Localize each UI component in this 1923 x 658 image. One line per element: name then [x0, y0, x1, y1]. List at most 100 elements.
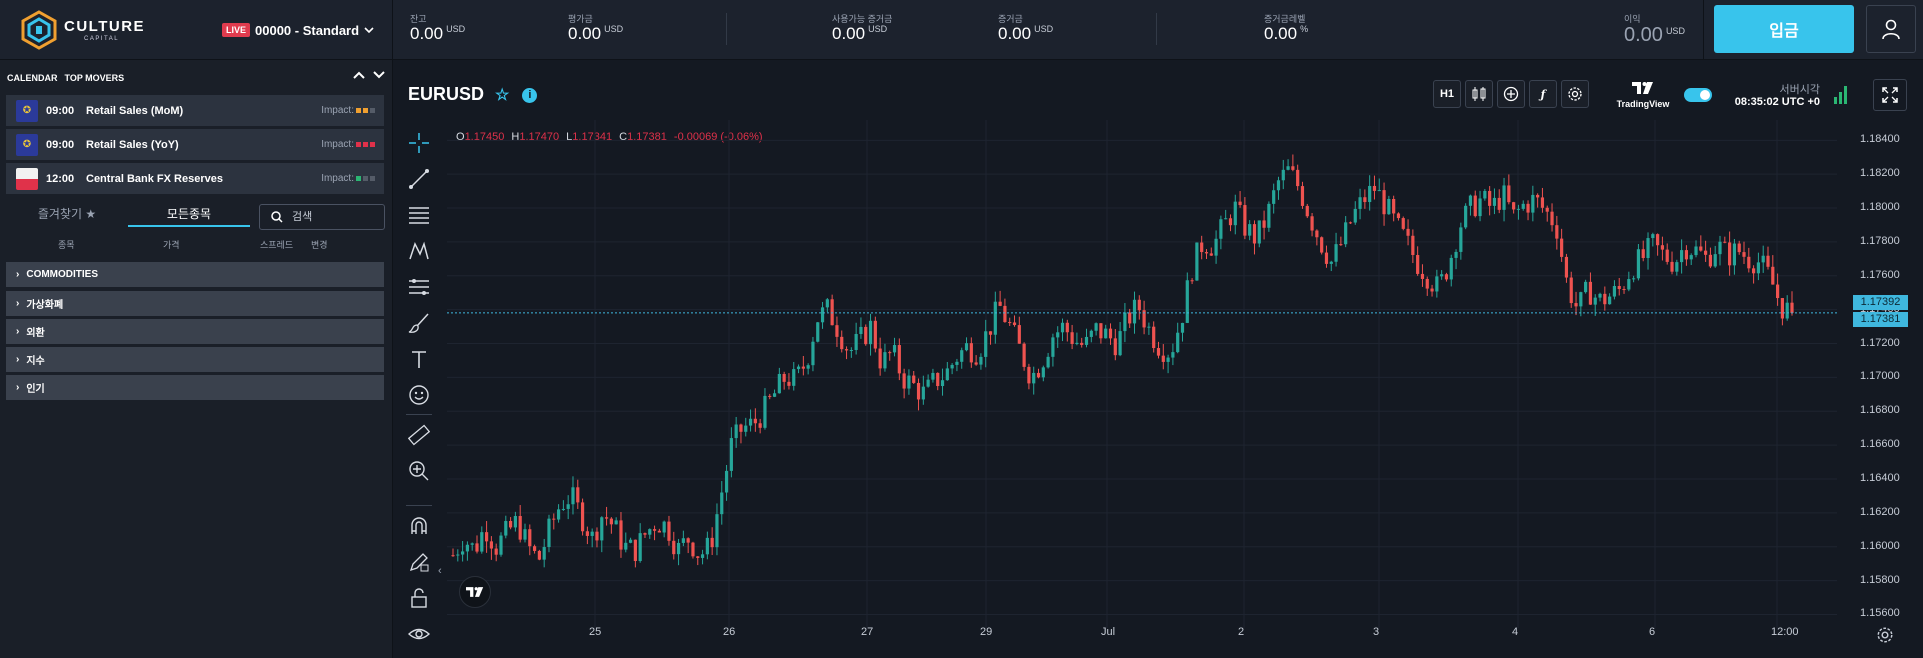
- star-icon[interactable]: ☆: [495, 87, 510, 104]
- tradingview-toggle[interactable]: [1684, 88, 1712, 102]
- calendar-event[interactable]: 12:00 Central Bank FX Reserves Impact:: [6, 163, 384, 194]
- account-selector[interactable]: LIVE 00000 - Standard: [222, 20, 374, 40]
- measure-tool[interactable]: [406, 422, 432, 448]
- candle-body: [1684, 250, 1689, 260]
- trend-line-tool[interactable]: [406, 166, 432, 192]
- candle-body: [854, 333, 858, 350]
- candle-body: [456, 554, 460, 556]
- user-menu-button[interactable]: [1866, 5, 1916, 53]
- time-axis[interactable]: 25 26 27 29 Jul 2 3 4 6 12:00: [447, 624, 1837, 644]
- candle-body: [1382, 190, 1386, 215]
- candle-body: [873, 320, 877, 349]
- price-tick-label: 1.16600: [1860, 438, 1900, 451]
- candle-body: [796, 366, 801, 370]
- tab-all-symbols[interactable]: 모든종목: [128, 203, 250, 227]
- market-tabs: 즐겨찾기 ★ 모든종목: [6, 203, 250, 227]
- candle-body: [1286, 166, 1290, 170]
- candle-body: [1108, 328, 1113, 339]
- indicators-button[interactable]: ƒ: [1529, 80, 1557, 108]
- emoji-tool[interactable]: [406, 382, 432, 408]
- candle-body: [1478, 198, 1482, 217]
- crosshair-tool[interactable]: [406, 130, 432, 156]
- divider: [1703, 0, 1704, 60]
- brush-tool[interactable]: [406, 310, 432, 336]
- category-commodities[interactable]: › COMMODITIES: [6, 262, 384, 287]
- candle-body: [1588, 281, 1593, 305]
- calendar-event[interactable]: ✪ 09:00 Retail Sales (MoM) Impact:: [6, 95, 384, 126]
- tab-favorites[interactable]: 즐겨찾기 ★: [37, 207, 97, 221]
- divider: [726, 13, 727, 45]
- candle-body: [1526, 203, 1530, 213]
- hide-drawings-tool[interactable]: [406, 621, 432, 647]
- chevron-down-icon[interactable]: [373, 70, 385, 80]
- magnet-icon: [411, 517, 427, 534]
- category-popular[interactable]: › 인기: [6, 375, 384, 400]
- candle-body: [1430, 288, 1434, 292]
- candle-body: [1708, 254, 1713, 267]
- candle-body: [1416, 255, 1420, 274]
- candle-body: [849, 349, 853, 351]
- category-crypto[interactable]: › 가상화폐: [6, 291, 384, 316]
- gear-icon[interactable]: [1876, 626, 1894, 644]
- lock-tool[interactable]: [406, 585, 432, 611]
- price-tick-label: 1.17600: [1860, 268, 1900, 281]
- text-tool[interactable]: [406, 346, 432, 372]
- fib-tool[interactable]: [406, 202, 432, 228]
- candle-body: [936, 372, 940, 387]
- brand-logo[interactable]: CULTURE CAPITAL: [20, 8, 144, 52]
- candle-body: [724, 470, 729, 493]
- search-box[interactable]: [259, 204, 385, 230]
- candle-body: [777, 373, 781, 394]
- candle-body: [672, 540, 676, 555]
- candle-body: [1248, 224, 1252, 236]
- candle-body: [1564, 256, 1569, 278]
- candle-body: [1310, 216, 1314, 231]
- candle-body: [705, 537, 709, 555]
- price-tick-label: 1.17800: [1860, 234, 1900, 247]
- deposit-button[interactable]: 입금: [1714, 5, 1854, 53]
- category-forex[interactable]: › 외환: [6, 319, 384, 344]
- tab-top-movers[interactable]: TOP MOVERS: [64, 73, 125, 83]
- collapse-toolbar-button[interactable]: ‹: [438, 565, 442, 577]
- candle-body: [1670, 261, 1674, 272]
- chart-type-button[interactable]: [1465, 80, 1493, 108]
- candle-body: [1353, 208, 1357, 223]
- left-panel: CALENDAR TOP MOVERS ✪ 09:00 Retail Sales…: [0, 60, 392, 658]
- fullscreen-button[interactable]: [1873, 79, 1907, 111]
- candle-body: [984, 331, 988, 357]
- culture-capital-logo-icon: [21, 10, 57, 50]
- candle-body: [1401, 218, 1405, 229]
- calendar-event[interactable]: ✪ 09:00 Retail Sales (YoY) Impact:: [6, 129, 384, 160]
- candle-body: [547, 518, 551, 548]
- search-input[interactable]: [292, 211, 382, 223]
- chart-settings-button[interactable]: [1561, 80, 1589, 108]
- price-chart[interactable]: [447, 120, 1837, 628]
- forecast-tool[interactable]: [406, 274, 432, 300]
- magnet-tool[interactable]: [406, 513, 432, 539]
- divider: [406, 414, 432, 415]
- chevron-up-icon[interactable]: [353, 70, 365, 80]
- tab-calendar[interactable]: CALENDAR: [7, 73, 58, 83]
- candle-body: [1104, 328, 1108, 339]
- candle-body: [1214, 238, 1218, 256]
- candle-body: [1766, 255, 1770, 267]
- candle-body: [1598, 293, 1602, 298]
- time-tick-label: 6: [1649, 626, 1656, 638]
- stay-in-drawing-tool[interactable]: [406, 549, 432, 575]
- candle-body: [979, 356, 983, 365]
- tradingview-watermark[interactable]: [459, 576, 491, 608]
- pattern-tool[interactable]: [406, 238, 432, 264]
- candle-body: [1161, 355, 1165, 362]
- candle-body: [1406, 228, 1410, 236]
- zoom-in-icon: [409, 461, 429, 481]
- compare-button[interactable]: [1497, 80, 1525, 108]
- candle-body: [1555, 225, 1559, 239]
- info-icon[interactable]: i: [522, 88, 538, 103]
- timeframe-button[interactable]: H1: [1433, 80, 1461, 108]
- candle-body: [1291, 166, 1295, 170]
- zoom-tool[interactable]: [406, 458, 432, 484]
- price-axis[interactable]: 1.184001.182001.180001.178001.176001.174…: [1850, 120, 1923, 628]
- time-tick-label: 3: [1373, 626, 1380, 638]
- candle-body: [1233, 201, 1237, 226]
- category-indices[interactable]: › 지수: [6, 347, 384, 372]
